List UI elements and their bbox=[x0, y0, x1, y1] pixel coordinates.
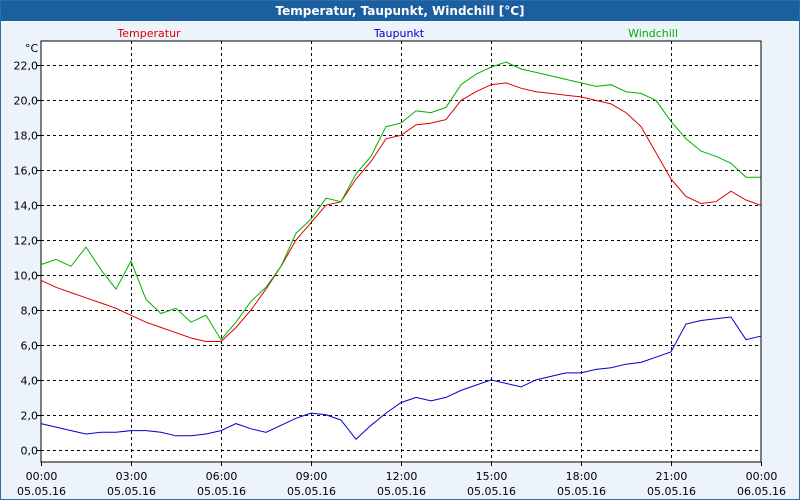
legend-entry-windchill: Windchill bbox=[628, 27, 678, 40]
y-tick-label: 4,0 bbox=[21, 375, 39, 388]
x-tick-label-time: 18:00 bbox=[566, 470, 598, 483]
x-tick-label-time: 21:00 bbox=[656, 470, 688, 483]
series-line-taupunkt bbox=[40, 316, 761, 441]
x-tick-label-time: 03:00 bbox=[116, 470, 148, 483]
legend-entry-temperatur: Temperatur bbox=[116, 27, 181, 40]
y-tick-label: 20,0 bbox=[14, 95, 39, 108]
series-line-windchill bbox=[40, 61, 761, 341]
y-tick-label: 0,0 bbox=[21, 445, 39, 458]
y-tick-label: 8,0 bbox=[21, 305, 39, 318]
y-tick-label: 6,0 bbox=[21, 340, 39, 353]
x-tick-label-date: 05.05.16 bbox=[377, 485, 426, 498]
x-tick-label-date: 05.05.16 bbox=[467, 485, 516, 498]
x-tick-label-time: 15:00 bbox=[476, 470, 508, 483]
legend-entry-taupunkt: Taupunkt bbox=[373, 27, 425, 40]
y-tick-label: 12,0 bbox=[14, 235, 39, 248]
x-tick-label-date: 05.05.16 bbox=[287, 485, 336, 498]
y-tick-label: 22,0 bbox=[14, 60, 39, 73]
y-tick-label: 14,0 bbox=[14, 200, 39, 213]
x-tick-label-date: 05.05.16 bbox=[107, 485, 156, 498]
x-tick-label-time: 09:00 bbox=[296, 470, 328, 483]
x-tick-label-time: 00:00 bbox=[26, 470, 58, 483]
x-tick-label-time: 12:00 bbox=[386, 470, 418, 483]
x-tick-label-time: 00:00 bbox=[746, 470, 778, 483]
x-tick-label-time: 06:00 bbox=[206, 470, 238, 483]
x-tick-label-date: 05.05.16 bbox=[17, 485, 66, 498]
y-tick-label: 2,0 bbox=[21, 410, 39, 423]
y-tick-label: 18,0 bbox=[14, 130, 39, 143]
window-title: Temperatur, Taupunkt, Windchill [°C] bbox=[1, 1, 799, 21]
x-tick-label-date: 05.05.16 bbox=[197, 485, 246, 498]
y-tick-label: 10,0 bbox=[14, 270, 39, 283]
y-tick-label: 16,0 bbox=[14, 165, 39, 178]
x-tick-label-date: 05.05.16 bbox=[647, 485, 696, 498]
x-tick-label-date: 06.05.16 bbox=[737, 485, 786, 498]
series-line-temperatur bbox=[40, 82, 761, 342]
y-axis-label: °C bbox=[25, 42, 39, 55]
x-tick-label-date: 05.05.16 bbox=[557, 485, 606, 498]
